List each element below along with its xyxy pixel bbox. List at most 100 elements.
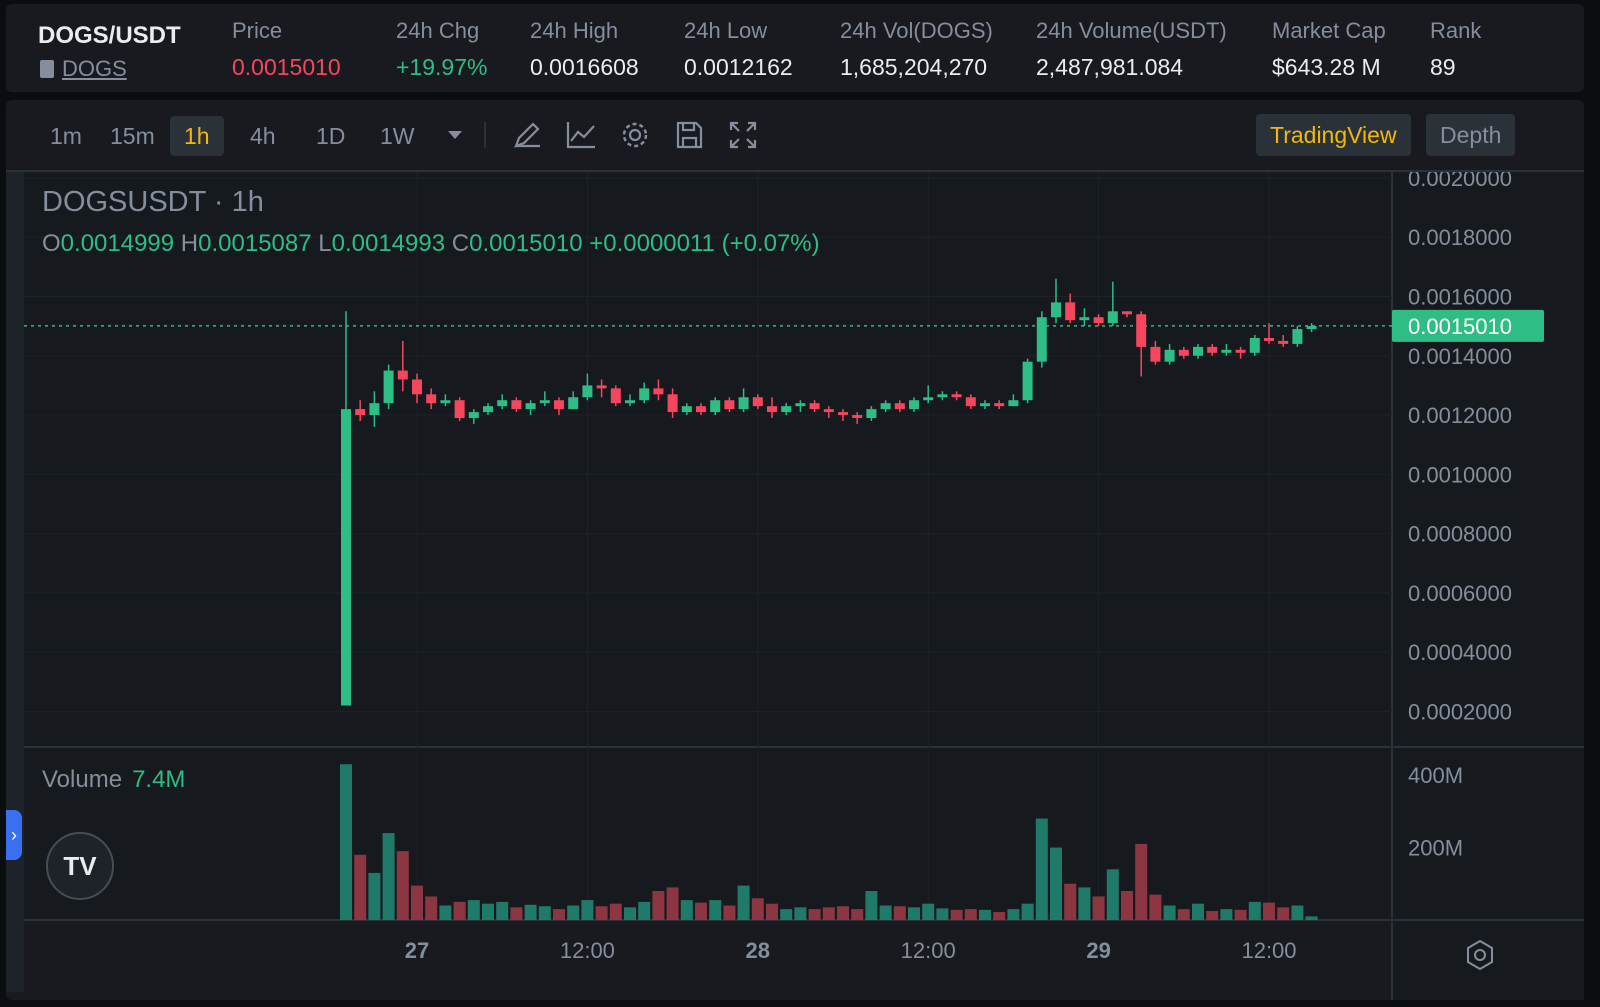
- tab-tradingview[interactable]: TradingView: [1256, 114, 1411, 156]
- timeframe-1w[interactable]: 1W: [380, 123, 415, 149]
- candlestick-chart[interactable]: 0.0020000 0.0018000 0.0016000 0.0014000 0.00…: [24, 172, 1584, 1000]
- timeframe-15m[interactable]: 15m: [110, 123, 155, 149]
- volume-bar: [439, 905, 452, 920]
- candle-body: [951, 394, 962, 398]
- price-tick-label: 0.0014000: [1408, 344, 1512, 369]
- candle-body: [653, 388, 664, 395]
- stat-rank: Rank 89: [1430, 18, 1481, 81]
- stat-24h-low: 24h Low 0.0012162: [684, 18, 793, 81]
- time-tick-label: 12:00: [901, 938, 956, 963]
- book-icon: [40, 60, 54, 78]
- draw-pen-icon[interactable]: [510, 118, 544, 152]
- candle-body: [894, 403, 905, 410]
- open-value: 0.0014999: [60, 230, 175, 257]
- volume-bar: [709, 900, 722, 920]
- price-tick-label: 0.0018000: [1408, 225, 1512, 250]
- candle-body: [483, 406, 493, 413]
- candle-body: [468, 412, 479, 419]
- volume-bar: [837, 906, 849, 920]
- volume-bar: [936, 908, 949, 920]
- price-tick-label: 0.0010000: [1408, 462, 1512, 487]
- candle-body: [965, 397, 976, 407]
- volume-bar: [1007, 909, 1020, 920]
- chart-toolbar: 1m 15m 1h 4h 1D 1W TradingView Depth: [6, 100, 1584, 172]
- candle-body: [1306, 326, 1317, 330]
- volume-bar: [865, 891, 878, 920]
- candle-body: [341, 409, 351, 706]
- price-tick-label: 0.0020000: [1408, 172, 1512, 191]
- candle-body: [937, 394, 948, 398]
- candle-body: [1107, 311, 1118, 324]
- stat-label: Rank: [1430, 18, 1482, 43]
- volume-bar: [766, 903, 778, 920]
- volume-bar: [908, 907, 920, 920]
- candle-body: [369, 403, 380, 416]
- volume-bar: [1050, 847, 1062, 920]
- volume-bar: [751, 898, 764, 920]
- volume-bar: [979, 909, 991, 920]
- volume-bar: [609, 903, 622, 920]
- candle-body: [497, 400, 508, 407]
- volume-bar: [680, 900, 693, 920]
- volume-bar: [1064, 883, 1077, 920]
- time-tick-label: 12:00: [560, 938, 615, 963]
- volume-bar: [482, 903, 494, 920]
- stat-label: 24h Low: [684, 18, 768, 43]
- timeframe-1m[interactable]: 1m: [50, 123, 82, 149]
- volume-legend: Volume 7.4M: [42, 766, 185, 794]
- volume-bar: [851, 909, 864, 920]
- sidebar-expand-button[interactable]: ›: [6, 810, 22, 860]
- change-value: +0.0000011 (+0.07%): [589, 230, 820, 257]
- save-icon[interactable]: [672, 118, 706, 152]
- volume-bar: [1163, 905, 1176, 920]
- candle-body: [1079, 317, 1090, 321]
- tab-depth[interactable]: Depth: [1426, 114, 1516, 156]
- candle-body: [923, 397, 934, 401]
- volume-bar: [581, 900, 594, 920]
- stat-value: +19.97%: [396, 54, 488, 80]
- candle-body: [795, 403, 806, 407]
- candle-body: [994, 403, 1005, 407]
- candle-body: [1249, 337, 1260, 353]
- volume-bar: [950, 909, 963, 920]
- stat-label: Price: [232, 18, 283, 43]
- price-tick-label: 0.0012000: [1408, 403, 1512, 428]
- volume-bar: [893, 906, 906, 920]
- candle-body: [397, 370, 408, 380]
- candle-body: [1051, 302, 1061, 318]
- pair-title: DOGS/USDT: [38, 22, 181, 49]
- volume-bar: [354, 854, 367, 920]
- tradingview-logo[interactable]: TV: [46, 832, 114, 900]
- volume-bar: [964, 909, 977, 920]
- candle-body: [1065, 302, 1076, 321]
- timeframe-dropdown-icon[interactable]: [438, 118, 472, 152]
- volume-bar: [624, 907, 636, 920]
- timeframe-1h[interactable]: 1h: [170, 116, 224, 156]
- volume-bar: [1248, 901, 1261, 920]
- candle-body: [1164, 349, 1175, 362]
- candle-body: [383, 370, 394, 404]
- stat-value: 0.0015010: [232, 54, 341, 80]
- candle-body: [539, 400, 550, 404]
- volume-bar: [1106, 869, 1119, 920]
- candle-body: [667, 394, 678, 413]
- volume-bar: [553, 909, 565, 920]
- stat-24h-high: 24h High 0.0016608: [530, 18, 639, 81]
- market-header: DOGS/USDT DOGS Price 0.0015010 24h Chg +19.…: [6, 4, 1584, 92]
- volume-bar: [780, 909, 793, 920]
- token-info-link[interactable]: DOGS: [62, 56, 127, 81]
- settings-gear-icon[interactable]: [618, 118, 652, 152]
- indicator-line-icon[interactable]: [564, 118, 598, 152]
- fullscreen-icon[interactable]: [726, 118, 760, 152]
- volume-tick-label: 200M: [1408, 836, 1463, 861]
- volume-bar: [1291, 905, 1304, 920]
- volume-bar: [1305, 916, 1318, 920]
- volume-bar: [695, 902, 707, 920]
- stat-value: $643.28 M: [1272, 54, 1381, 80]
- price-tick-label: 0.0002000: [1408, 699, 1512, 724]
- time-tick-label: 27: [405, 938, 429, 963]
- candle-body: [738, 397, 749, 410]
- stat-24h-chg: 24h Chg +19.97%: [396, 18, 487, 81]
- timeframe-1d[interactable]: 1D: [316, 123, 346, 149]
- timeframe-4h[interactable]: 4h: [250, 123, 276, 149]
